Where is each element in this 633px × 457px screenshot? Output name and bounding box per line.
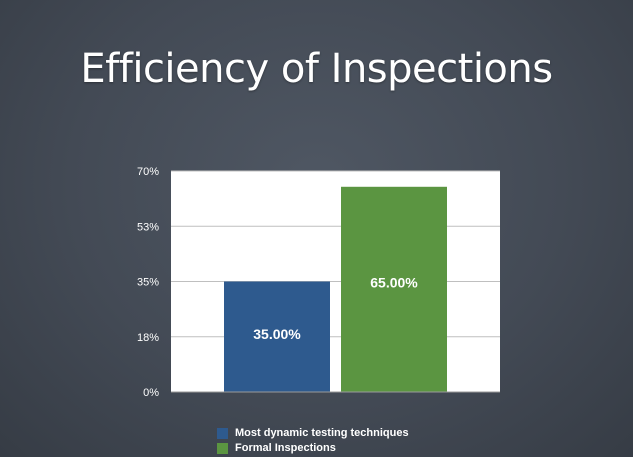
y-tick-label: 18%: [137, 332, 159, 344]
y-tick-label: 35%: [137, 277, 159, 289]
slide-title: Efficiency of Inspections: [80, 46, 553, 92]
legend-item-dynamic-testing: Most dynamic testing techniques: [217, 426, 409, 440]
legend-item-formal-inspections: Formal Inspections: [217, 441, 409, 455]
y-tick-label: 0%: [143, 387, 159, 399]
y-tick-label: 53%: [137, 221, 159, 233]
bar-formal-inspections: [341, 186, 447, 392]
legend-label-formal-inspections: Formal Inspections: [235, 442, 336, 454]
legend-swatch-dynamic-testing: [217, 427, 228, 439]
legend-label-dynamic-testing: Most dynamic testing techniques: [235, 427, 409, 439]
chart-legend: Most dynamic testing techniques Formal I…: [217, 426, 409, 456]
data-label: 65.00%: [370, 274, 418, 290]
bar-dynamic-testing: [224, 281, 330, 392]
legend-swatch-formal-inspections: [217, 442, 228, 454]
y-tick-label: 70%: [137, 166, 159, 178]
data-label: 35.00%: [253, 326, 301, 342]
